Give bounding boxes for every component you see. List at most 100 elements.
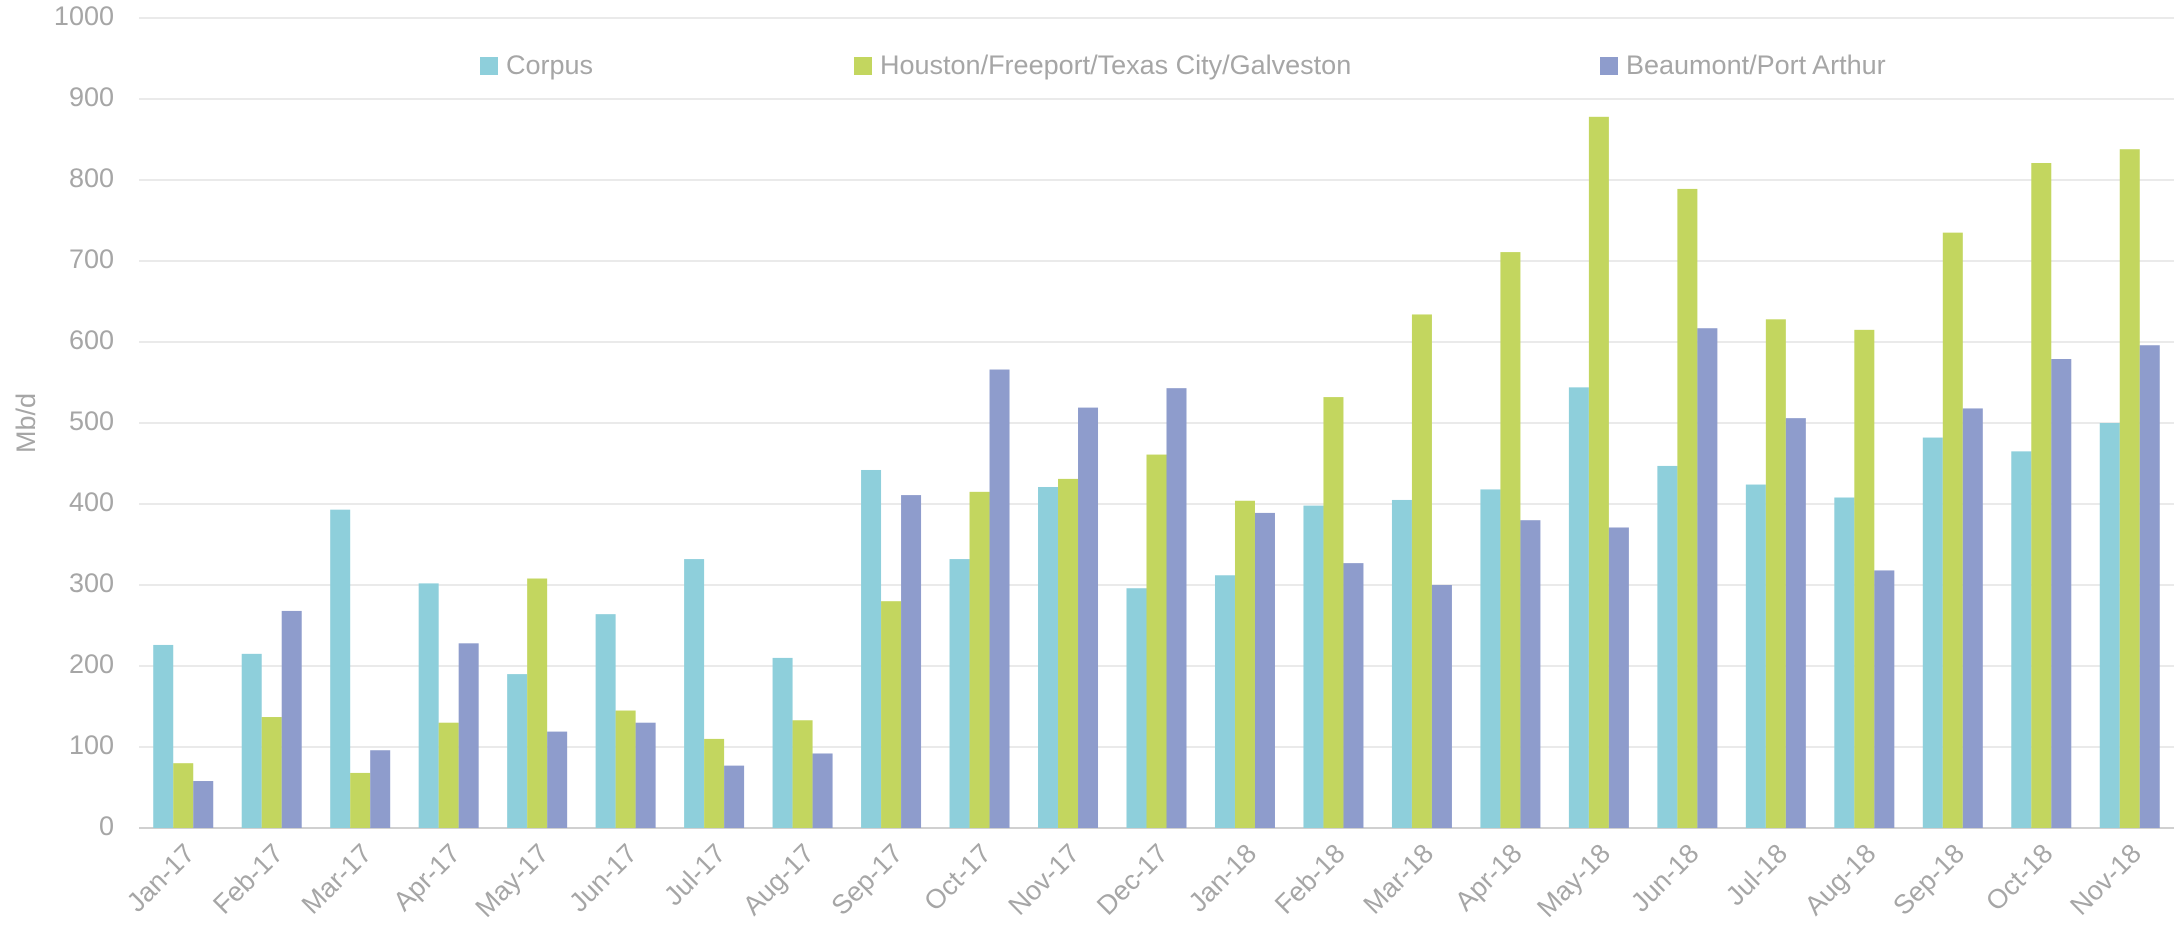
x-tick-label: Apr-17 xyxy=(387,838,466,917)
bar xyxy=(1391,499,1412,828)
x-tick-label: Feb-17 xyxy=(207,838,289,920)
x-tick-label: Aug-18 xyxy=(1799,838,1882,921)
x-tick-label: Apr-18 xyxy=(1449,838,1528,917)
x-tick-label: Mar-17 xyxy=(296,838,378,920)
bar xyxy=(1480,489,1501,828)
bar xyxy=(1834,497,1855,828)
bar xyxy=(724,765,745,828)
bar xyxy=(1677,188,1698,828)
bar xyxy=(370,750,391,828)
bar xyxy=(989,369,1010,828)
bar xyxy=(153,644,174,828)
bar xyxy=(792,720,813,828)
y-axis-label: Mb/d xyxy=(11,393,41,453)
bar xyxy=(704,738,725,828)
x-tick-label: Jun-18 xyxy=(1625,838,1705,918)
bar xyxy=(547,731,568,828)
bar xyxy=(438,722,459,828)
bar xyxy=(193,781,214,828)
bar xyxy=(350,772,371,828)
bar xyxy=(1765,319,1786,828)
x-tick-label: Jul-17 xyxy=(658,838,731,911)
bar xyxy=(812,753,833,828)
bar xyxy=(1058,478,1079,828)
legend-label: Corpus xyxy=(506,50,593,80)
x-tick-label: Jan-17 xyxy=(121,838,201,918)
x-tick-label: Sep-17 xyxy=(826,838,909,921)
x-tick-label: Oct-17 xyxy=(918,838,997,917)
bar xyxy=(615,710,636,828)
bar xyxy=(1166,388,1187,828)
bar xyxy=(1697,328,1718,828)
x-tick-label: May-18 xyxy=(1531,838,1616,923)
bar xyxy=(1146,454,1167,828)
y-tick-label: 300 xyxy=(69,568,114,598)
legend-swatch xyxy=(854,57,872,75)
bar xyxy=(1785,418,1806,828)
bar xyxy=(507,674,528,828)
y-tick-label: 1000 xyxy=(54,1,114,31)
y-tick-label: 800 xyxy=(69,163,114,193)
bar xyxy=(1126,588,1147,828)
bar xyxy=(684,559,705,828)
bar xyxy=(1657,465,1678,828)
legend-label: Houston/Freeport/Texas City/Galveston xyxy=(880,50,1351,80)
y-tick-label: 600 xyxy=(69,325,114,355)
bar xyxy=(1254,512,1275,828)
bar xyxy=(330,509,351,828)
x-tick-label: Dec-17 xyxy=(1091,838,1174,921)
bar xyxy=(635,722,656,828)
bar xyxy=(2031,162,2052,829)
bar xyxy=(1745,484,1766,828)
x-tick-label: Jan-18 xyxy=(1183,838,1263,918)
bar xyxy=(1038,486,1059,828)
x-tick-label: Aug-17 xyxy=(737,838,820,921)
bar xyxy=(241,653,262,828)
x-tick-label: Nov-18 xyxy=(2064,838,2147,921)
y-tick-label: 100 xyxy=(69,730,114,760)
bar xyxy=(1500,252,1521,829)
x-tick-label: Jul-18 xyxy=(1720,838,1793,911)
bar xyxy=(2119,149,2140,829)
x-tick-label: Oct-18 xyxy=(1980,838,2059,917)
bar xyxy=(1323,397,1344,828)
bar xyxy=(1303,505,1324,828)
x-tick-label: Mar-18 xyxy=(1358,838,1440,920)
bar xyxy=(1874,570,1895,828)
legend-swatch xyxy=(1600,57,1618,75)
bar xyxy=(1854,329,1875,828)
bar xyxy=(949,559,970,828)
bar xyxy=(2139,345,2160,828)
bar xyxy=(418,583,439,828)
bar xyxy=(881,601,902,828)
y-tick-label: 500 xyxy=(69,406,114,436)
bar xyxy=(281,610,302,828)
y-tick-label: 700 xyxy=(69,244,114,274)
bar xyxy=(1411,314,1432,829)
bar xyxy=(2099,423,2120,828)
bar xyxy=(861,469,882,828)
y-tick-label: 400 xyxy=(69,487,114,517)
bar xyxy=(1608,527,1629,828)
bar xyxy=(458,643,479,828)
bar xyxy=(1942,232,1963,828)
bar xyxy=(1922,437,1943,828)
bar xyxy=(901,495,922,828)
bar xyxy=(1343,563,1364,828)
bar xyxy=(1431,585,1452,828)
bar xyxy=(173,763,194,828)
bar xyxy=(1520,520,1541,828)
x-tick-label: Feb-18 xyxy=(1269,838,1351,920)
y-tick-label: 900 xyxy=(69,82,114,112)
bar xyxy=(261,717,282,828)
x-tick-label: May-17 xyxy=(470,838,555,923)
y-tick-label: 200 xyxy=(69,649,114,679)
legend-label: Beaumont/Port Arthur xyxy=(1626,50,1886,80)
legend-swatch xyxy=(480,57,498,75)
x-tick-label: Nov-17 xyxy=(1003,838,1086,921)
bar xyxy=(1234,500,1255,828)
bar xyxy=(1078,407,1099,828)
bar xyxy=(1214,575,1235,828)
bar xyxy=(1568,387,1589,828)
bar xyxy=(772,657,793,828)
